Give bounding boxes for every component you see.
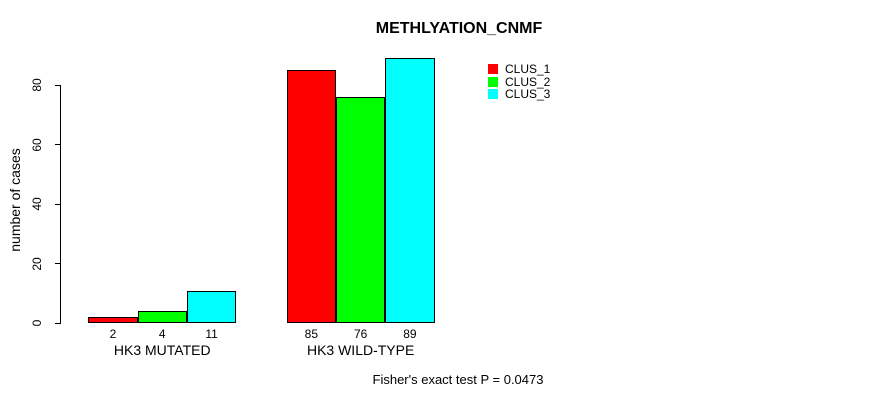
- y-tick-label: 0: [30, 319, 44, 327]
- annotation-fisher-test: Fisher's exact test P = 0.0473: [372, 372, 544, 387]
- bar-value-label: 2: [109, 326, 117, 341]
- bar-clus-3-hk3-wild-type: [385, 58, 435, 324]
- category-label-hk3-mutated: HK3 MUTATED: [113, 342, 211, 358]
- legend-item-clus-2: CLUS_2: [488, 74, 551, 89]
- y-tick-mark: [55, 144, 61, 146]
- legend-item-clus-3: CLUS_3: [488, 87, 551, 102]
- y-tick-mark: [55, 322, 61, 324]
- category-label-hk3-wild-type: HK3 WILD-TYPE: [306, 342, 415, 358]
- bar-value-label: 4: [158, 326, 166, 341]
- y-axis-label: number of cases: [7, 148, 23, 252]
- bar-value-label: 89: [403, 326, 417, 341]
- chart-title: METHLYATION_CNMF: [375, 20, 543, 37]
- y-tick-label: 20: [30, 257, 44, 271]
- bar-value-label: 11: [205, 326, 218, 341]
- legend: CLUS_1 CLUS_2 CLUS_3: [488, 62, 551, 102]
- bar-clus-3-hk3-mutated: [186, 290, 237, 324]
- y-tick-label: 80: [30, 78, 44, 92]
- bar-clus-1-hk3-mutated: [88, 317, 138, 324]
- legend-label: CLUS_1: [505, 62, 551, 77]
- bar-value-label: 76: [353, 326, 368, 341]
- legend-swatch-clus-3: [488, 89, 498, 100]
- legend-label: CLUS_3: [505, 87, 551, 102]
- y-tick-label: 40: [30, 197, 44, 211]
- legend-label: CLUS_2: [505, 74, 551, 89]
- bar-clus-1-hk3-wild-type: [286, 70, 336, 324]
- y-tick-mark: [55, 203, 61, 205]
- y-tick-mark: [55, 84, 61, 86]
- legend-swatch-clus-2: [488, 76, 498, 87]
- bar-value-label: 85: [304, 326, 319, 341]
- y-tick-label: 60: [30, 137, 44, 152]
- legend-item-clus-1: CLUS_1: [488, 62, 551, 77]
- y-tick-mark: [55, 263, 61, 265]
- bar-clus-2-hk3-mutated: [137, 311, 187, 324]
- legend-swatch-clus-1: [488, 64, 498, 75]
- bar-clus-2-hk3-wild-type: [336, 96, 386, 324]
